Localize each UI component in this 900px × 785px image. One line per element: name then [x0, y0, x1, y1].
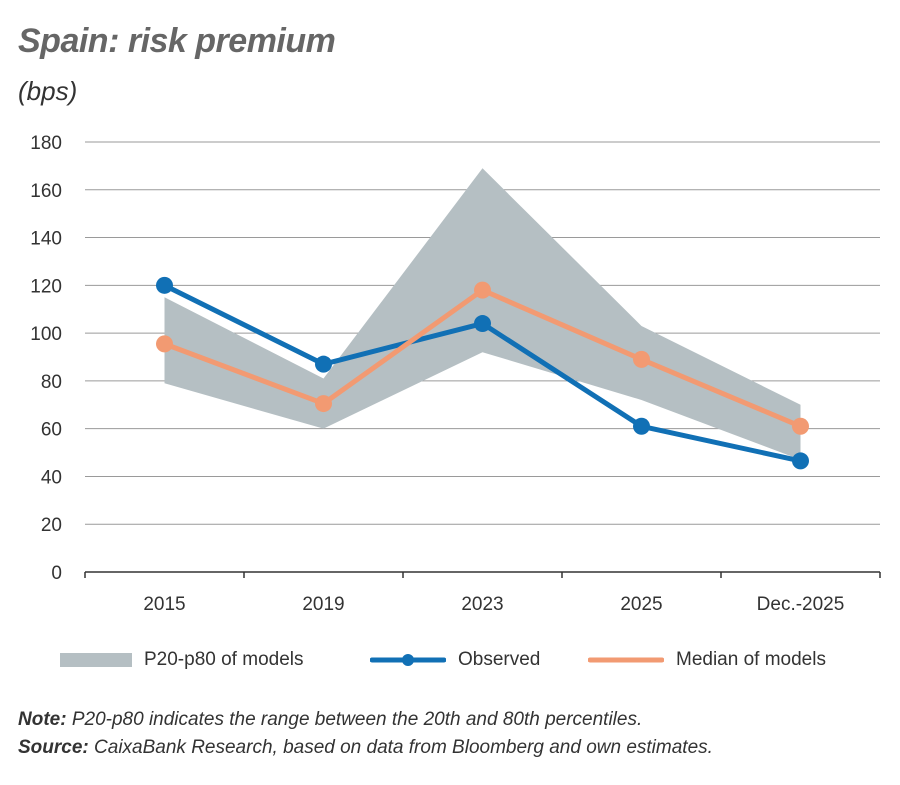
- chart-legend: P20-p80 of models Observed Median of mod…: [60, 646, 880, 674]
- median-point: [633, 350, 650, 368]
- source-label: Source:: [18, 737, 89, 758]
- median-line-icon: [588, 657, 664, 663]
- x-tick-label: 2025: [620, 594, 662, 615]
- y-tick-label: 60: [41, 420, 62, 441]
- y-tick-label: 40: [41, 467, 62, 488]
- y-tick-label: 160: [30, 181, 62, 202]
- observed-point: [315, 355, 332, 373]
- chart-unit-label: (bps): [18, 76, 78, 106]
- chart-notes: Note: P20-p80 indicates the range betwee…: [18, 706, 713, 762]
- y-tick-label: 180: [30, 133, 62, 154]
- note-label: Note:: [18, 709, 67, 730]
- observed-point: [474, 315, 491, 333]
- y-tick-label: 100: [30, 324, 62, 345]
- note-line: Note: P20-p80 indicates the range betwee…: [18, 706, 713, 734]
- legend-label-median: Median of models: [676, 649, 826, 670]
- source-text: CaixaBank Research, based on data from B…: [88, 737, 713, 758]
- p20-p80-band: [164, 168, 801, 460]
- legend-item-median: Median of models: [588, 646, 826, 674]
- legend-item-observed: Observed: [370, 646, 540, 674]
- x-tick-label: 2019: [302, 594, 344, 615]
- observed-point: [633, 417, 650, 435]
- x-tick-label: 2023: [461, 594, 503, 615]
- legend-item-band: P20-p80 of models: [60, 646, 304, 674]
- y-tick-label: 0: [51, 563, 62, 584]
- observed-point: [792, 452, 809, 470]
- observed-line-marker-icon: [370, 654, 446, 666]
- x-tick-label: 2015: [143, 594, 185, 615]
- note-text: P20-p80 indicates the range between the …: [66, 709, 643, 730]
- observed-point: [156, 276, 173, 294]
- source-line: Source: CaixaBank Research, based on dat…: [18, 734, 713, 762]
- median-point: [474, 281, 491, 299]
- band-swatch-icon: [60, 653, 132, 667]
- chart-title: Spain: risk premium: [18, 22, 336, 60]
- median-point: [315, 395, 332, 413]
- median-point: [156, 335, 173, 353]
- legend-label-observed: Observed: [458, 649, 541, 670]
- y-tick-label: 120: [30, 276, 62, 297]
- legend-label-band: P20-p80 of models: [144, 649, 304, 670]
- y-tick-label: 20: [41, 515, 62, 536]
- median-point: [792, 417, 809, 435]
- y-tick-label: 140: [30, 229, 62, 250]
- risk-premium-chart: 0 20 40 60 80 100 120 140 160 180 2015 2019 2023 2025…: [30, 133, 881, 615]
- y-tick-label: 80: [41, 372, 62, 393]
- x-tick-label: Dec.-2025: [757, 594, 845, 615]
